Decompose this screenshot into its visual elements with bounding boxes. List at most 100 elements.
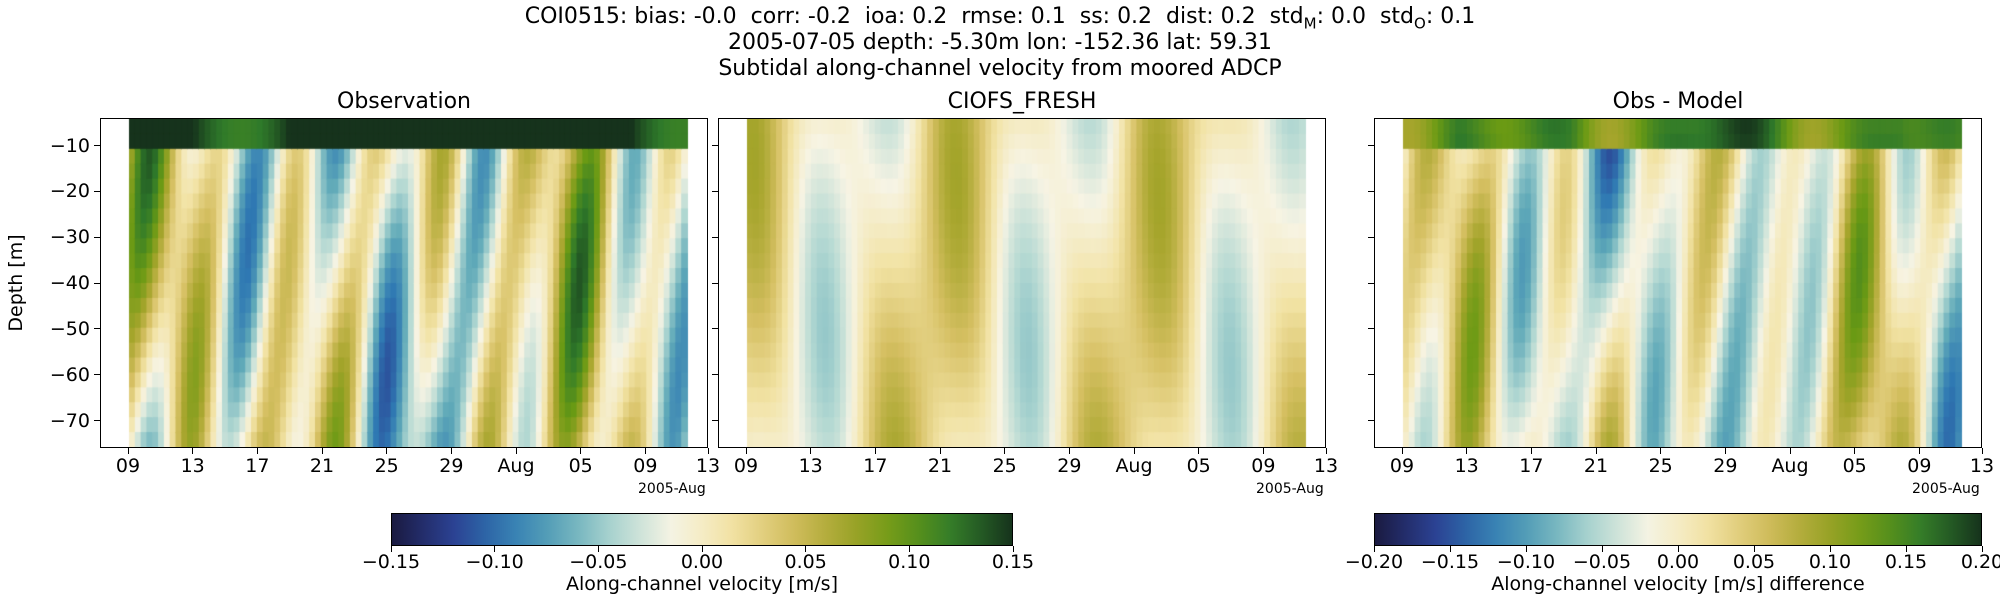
colorbar-tick-mark [1753,546,1755,552]
colorbar-tick-label: −0.10 [1496,551,1556,573]
colorbar-tick-mark [390,546,392,552]
colorbar-tick-mark [1373,546,1375,552]
colorbar-tick-mark [1449,546,1451,552]
colorbar-tick-mark [1905,546,1907,552]
y-tick-mark [712,374,718,376]
y-tick-label: −20 [49,180,90,203]
colorbar-tick-mark [1012,546,1014,552]
x-tick-label: 05 [1186,455,1211,477]
colorbar-tick-label: −0.20 [1344,551,1404,573]
figure-title-line2: 2005-07-05 depth: -5.30m lon: -152.36 la… [727,30,1273,55]
x-tick-mark [1595,448,1597,454]
x-tick-mark [1466,448,1468,454]
colorbar-tick-label: 0.20 [1960,551,2000,573]
heatmap-difference [1374,118,1982,448]
x-tick-mark [1262,448,1264,454]
colorbar-tick-label: −0.05 [569,551,628,573]
y-tick-mark [1368,328,1374,330]
x-tick-mark [1724,448,1726,454]
x-tick-mark [939,448,941,454]
y-tick-mark [1368,190,1374,192]
y-tick-mark [1368,420,1374,421]
y-tick-label: −50 [49,317,90,340]
y-tick-mark [1368,374,1374,376]
x-tick-mark [1981,448,1983,454]
colorbar-tick-label: −0.15 [361,551,421,573]
x-tick-label: 09 [115,455,141,477]
x-tick-mark [1660,448,1662,454]
colorbar-tick-mark [805,546,807,552]
y-tick-mark [1368,282,1374,284]
panel-title-model: CIOFS_FRESH [947,89,1097,114]
x-tick-mark [1789,448,1791,454]
x-tick-mark [1401,448,1403,454]
colorbar-tick-label: −0.10 [465,551,524,573]
x-tick-label: 09 [633,455,658,477]
y-axis-label: Depth [m] [5,234,27,332]
colorbar-tick-label: 0.15 [991,551,1035,573]
x-tick-mark [707,448,709,454]
colorbar-tick-label: −0.15 [1420,551,1480,573]
x-offset-label: 2005-Aug [1256,481,1324,497]
colorbar-tick-label: 0.00 [680,551,724,573]
x-tick-label: 25 [374,455,399,477]
x-tick-label: 09 [733,455,759,477]
x-tick-label: 05 [1842,455,1867,477]
colorbar-tick-mark [701,546,703,552]
x-tick-mark [1325,448,1327,454]
x-tick-label: 13 [1454,455,1479,477]
y-tick-mark [94,328,100,330]
y-tick-mark [1368,145,1374,146]
x-tick-label: 13 [695,455,721,477]
x-tick-mark [321,448,323,454]
heatmap-model [718,118,1326,448]
x-tick-label: 17 [1519,455,1544,477]
y-tick-label: −60 [49,363,90,386]
x-tick-label: 21 [927,455,953,477]
x-tick-label: 05 [568,455,593,477]
x-tick-mark [644,448,646,454]
x-tick-label: 09 [1251,455,1276,477]
x-tick-label: 13 [1969,455,1995,477]
colorbar-velocity-label: Along-channel velocity [m/s] [565,573,838,595]
colorbar-difference-label: Along-channel velocity [m/s] difference [1491,573,1865,595]
y-tick-mark [712,190,718,192]
x-tick-mark [1854,448,1856,454]
x-tick-label: 13 [1313,455,1339,477]
colorbar-tick-mark [908,546,910,552]
x-tick-label: 17 [245,455,270,477]
x-tick-mark [127,448,129,454]
colorbar-tick-mark [1601,546,1603,552]
x-tick-mark [745,448,747,454]
colorbar-tick-label: 0.05 [1732,551,1776,573]
colorbar-tick-label: −0.05 [1572,551,1632,573]
y-tick-mark [712,236,718,238]
y-tick-mark [712,328,718,330]
y-tick-mark [712,145,718,146]
colorbar-tick-mark [1525,546,1527,552]
x-offset-label: 2005-Aug [1912,481,1980,497]
x-tick-mark [1004,448,1006,454]
y-tick-mark [712,420,718,421]
colorbar-difference [1374,513,1982,546]
panel-title-difference: Obs - Model [1612,89,1744,114]
x-tick-mark [1530,448,1532,454]
x-tick-mark [450,448,452,454]
colorbar-tick-label: 0.00 [1656,551,1700,573]
x-tick-label: Aug [1771,455,1809,477]
colorbar-tick-label: 0.10 [1808,551,1852,573]
y-tick-label: −70 [49,409,90,432]
y-tick-mark [712,282,718,284]
colorbar-tick-label: 0.10 [888,551,931,573]
colorbar-velocity [391,513,1013,546]
x-tick-mark [1068,448,1070,454]
x-tick-label: 17 [863,455,888,477]
x-tick-mark [386,448,388,454]
heatmap-observation [100,118,708,448]
y-tick-label: −10 [49,134,90,157]
y-tick-mark [94,145,100,146]
x-tick-label: 25 [1648,455,1673,477]
x-tick-label: Aug [1115,455,1153,477]
colorbar-tick-label: 0.05 [784,551,827,573]
colorbar-tick-mark [1829,546,1831,552]
